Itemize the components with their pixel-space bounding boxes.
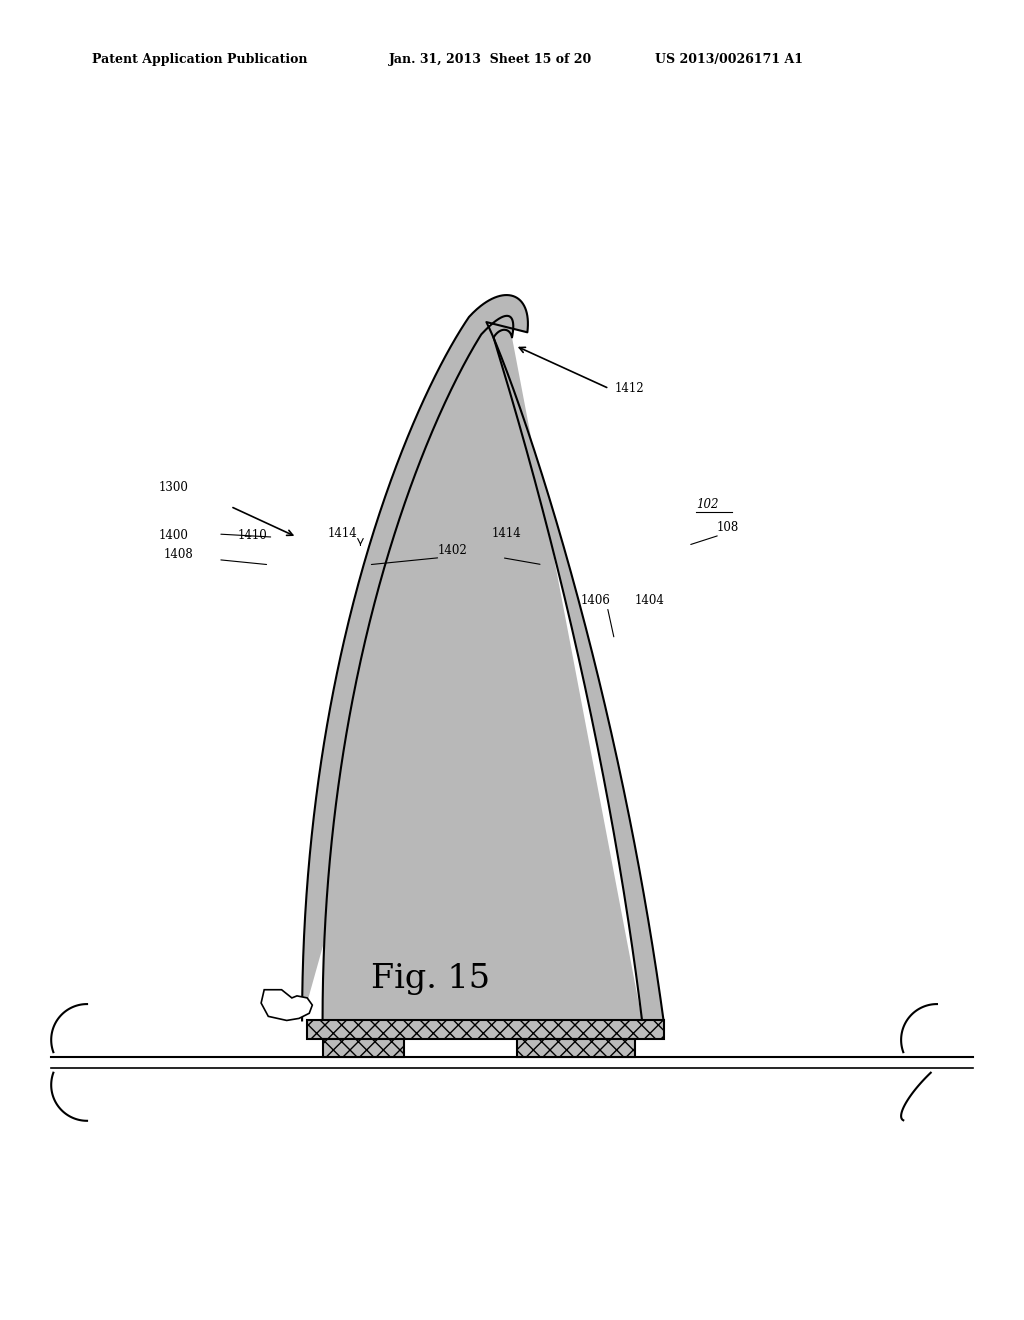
Text: 1414: 1414 xyxy=(492,527,521,540)
Polygon shape xyxy=(261,990,312,1020)
Text: 1400: 1400 xyxy=(159,529,188,543)
Text: Patent Application Publication: Patent Application Publication xyxy=(92,53,307,66)
Text: Fig. 15: Fig. 15 xyxy=(371,962,489,995)
Polygon shape xyxy=(517,1039,635,1057)
Text: 1408: 1408 xyxy=(164,548,194,561)
Polygon shape xyxy=(307,1020,664,1039)
Text: 1404: 1404 xyxy=(635,594,665,607)
Text: 1300: 1300 xyxy=(159,480,188,494)
Polygon shape xyxy=(302,296,664,1020)
Text: 1412: 1412 xyxy=(614,381,644,395)
Text: US 2013/0026171 A1: US 2013/0026171 A1 xyxy=(655,53,804,66)
Text: 1406: 1406 xyxy=(581,594,610,607)
Text: 1402: 1402 xyxy=(437,544,467,557)
Text: 108: 108 xyxy=(717,521,739,535)
Text: Jan. 31, 2013  Sheet 15 of 20: Jan. 31, 2013 Sheet 15 of 20 xyxy=(389,53,592,66)
Polygon shape xyxy=(323,1039,404,1057)
Text: 1410: 1410 xyxy=(238,529,267,543)
Text: 1414: 1414 xyxy=(328,527,357,540)
Text: 102: 102 xyxy=(696,499,719,511)
